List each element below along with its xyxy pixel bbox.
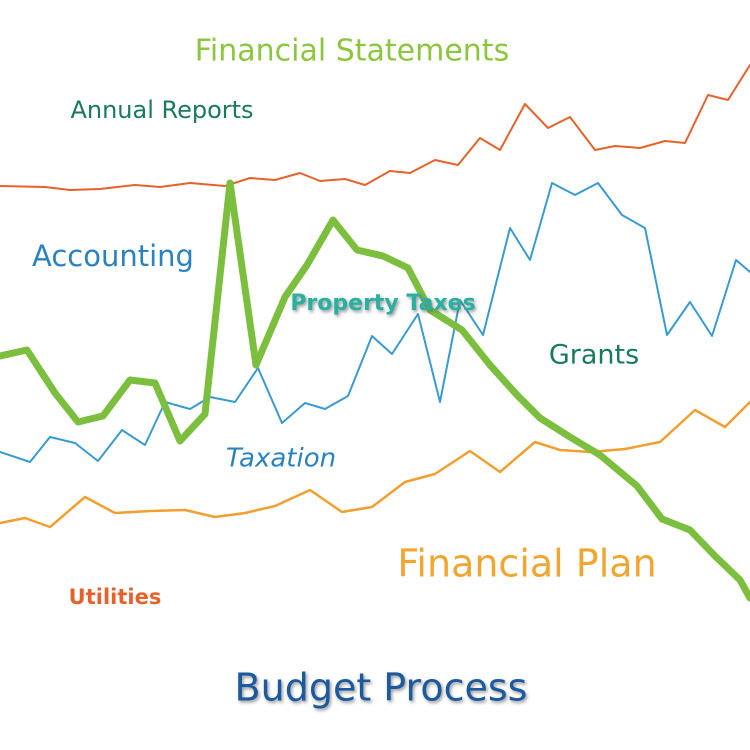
green-line	[0, 179, 750, 602]
label: Utilities	[69, 585, 162, 609]
blue-line	[0, 182, 750, 463]
label: Financial Plan	[397, 542, 656, 586]
orange-top-line	[0, 64, 750, 191]
title: Budget Process	[235, 666, 528, 710]
label: Taxation	[226, 444, 336, 474]
label: Accounting	[32, 239, 194, 273]
label: Annual Reports	[70, 96, 253, 124]
label: Property Taxes	[290, 291, 475, 316]
orange-bottom-line	[0, 400, 750, 529]
label: Financial Statements	[195, 34, 509, 69]
label: Grants	[549, 340, 639, 371]
